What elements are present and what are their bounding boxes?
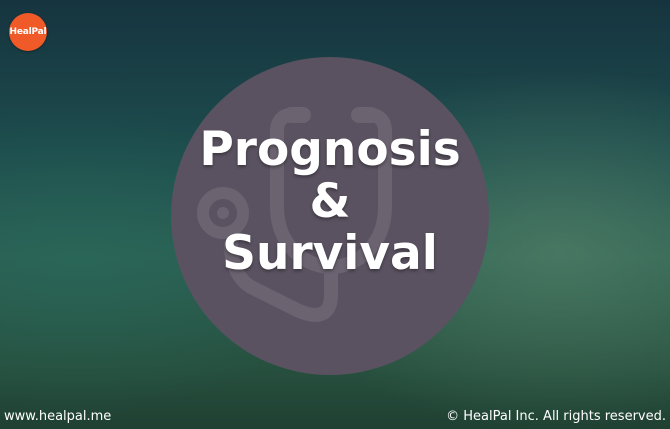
website-link[interactable]: www.healpal.me <box>4 409 112 424</box>
stethoscope-icon <box>197 107 392 322</box>
healpal-logo[interactable]: HealPal <box>9 13 47 51</box>
title-line-ampersand: & <box>309 174 351 229</box>
copyright-notice: © HealPal Inc. All rights reserved. <box>446 409 666 424</box>
logo-text: HealPal <box>9 27 47 37</box>
title-line-prognosis: Prognosis <box>199 122 461 177</box>
page-title: Prognosis & Survival <box>171 124 489 280</box>
title-line-survival: Survival <box>222 226 438 281</box>
